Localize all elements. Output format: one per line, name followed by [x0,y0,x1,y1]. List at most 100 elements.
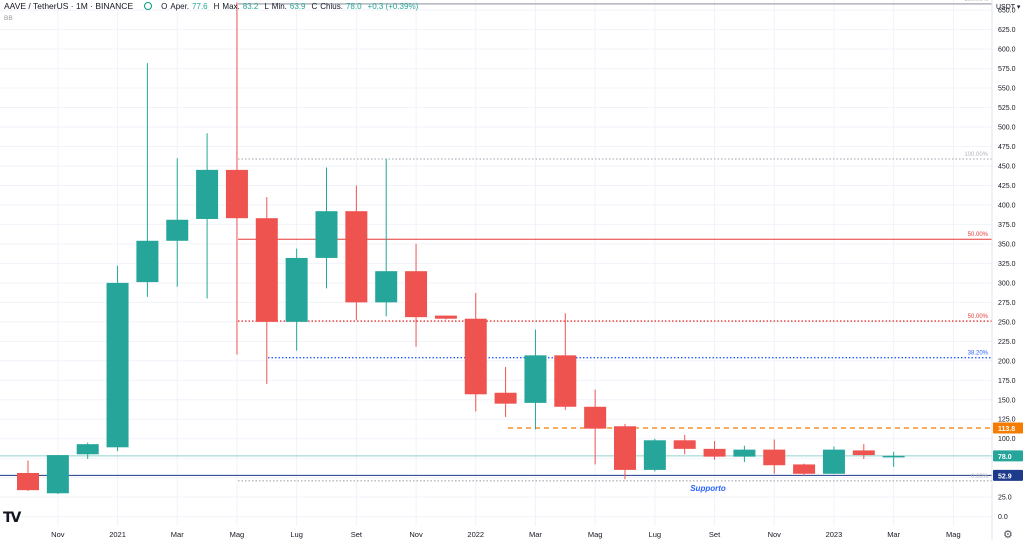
x-tick-label: 2023 [826,530,843,539]
candle-body [405,271,428,318]
candle-body [196,169,219,219]
candle-body [166,219,189,241]
fib-level-label: 50.00% [968,314,989,320]
price-badge-label: 52.9 [998,473,1012,480]
candle-body [882,455,905,458]
fib-level-label: 50.00% [968,232,989,238]
y-tick-label: 625.0 [998,27,1016,34]
candle-body [76,444,99,455]
y-tick-label: 425.0 [998,183,1016,190]
price-axis-bg [992,0,1024,540]
x-tick-label: Mag [588,530,603,539]
candle-body [643,440,666,470]
x-tick-label: Nov [409,530,423,539]
x-tick-label: Set [351,530,363,539]
y-tick-label: 175.0 [998,378,1016,385]
y-tick-label: 250.0 [998,319,1016,326]
gear-icon[interactable]: ⚙ [1003,529,1013,541]
fib-level-label: 38.20% [968,351,989,357]
tradingview-logo-icon[interactable]: TV [3,510,21,526]
candle-body [584,406,607,429]
candle-body [464,318,487,395]
candle-body [225,169,248,219]
x-tick-label: Lug [649,530,662,539]
chart-header: AAVE / TetherUS · 1M · BINANCE O Aper. 7… [4,1,421,11]
ohlc-close-value: 78.0 [345,1,362,11]
x-tick-label: Nov [51,530,65,539]
fib-level-label: 100.00% [964,0,988,3]
y-tick-label: 475.0 [998,144,1016,151]
candle-body [285,257,308,322]
candle-body [255,218,278,322]
x-tick-label: Set [709,530,721,539]
candle-body [345,211,368,303]
x-tick-label: Lug [290,530,303,539]
y-tick-label: 350.0 [998,241,1016,248]
y-tick-label: 550.0 [998,86,1016,93]
candle-body [822,449,845,474]
y-tick-label: 400.0 [998,202,1016,209]
y-tick-label: 0.0 [998,514,1008,521]
axis-unit-label: USDT ▾ [996,4,1021,11]
ohlc-low-letter: L [264,1,269,11]
candle-body [106,282,129,448]
y-tick-label: 100.0 [998,436,1016,443]
y-tick-label: 650.0 [998,8,1016,15]
y-tick-label: 125.0 [998,417,1016,424]
y-tick-label: 525.0 [998,105,1016,112]
ohlc-open-value: 77.6 [192,1,208,11]
ohlc-open-label: Aper. [170,1,190,11]
y-tick-label: 300.0 [998,280,1016,287]
fib-level-label: 100.00% [964,152,988,158]
ohlc-change-value: +0.3 (+0.39%) [367,1,419,11]
y-tick-label: 200.0 [998,358,1016,365]
y-tick-label: 225.0 [998,339,1016,346]
y-tick-label: 500.0 [998,125,1016,132]
candle-body [793,464,816,474]
y-tick-label: 325.0 [998,261,1016,268]
support-annotation: Supporto [690,484,726,493]
x-tick-label: Mar [171,530,184,539]
market-status-icon [144,2,153,10]
y-tick-label: 450.0 [998,163,1016,170]
y-tick-label: 275.0 [998,300,1016,307]
candle-body [733,449,756,457]
ohlc-low-value: 63.9 [289,1,306,11]
y-tick-label: 375.0 [998,222,1016,229]
x-tick-label: 2021 [109,530,126,539]
ohlc-close-label: Chius. [320,1,343,11]
candle-body [434,315,457,319]
y-tick-label: 600.0 [998,47,1016,54]
candle-body [614,426,636,470]
price-badge-label: 78.0 [998,454,1012,461]
x-tick-label: Mar [887,530,900,539]
x-tick-label: Mag [946,530,961,539]
price-badge-label: 113.8 [998,426,1015,433]
price-badge [993,422,1023,434]
candle-body [136,240,159,283]
candle-body [315,211,338,258]
x-tick-label: Mag [230,530,245,539]
x-tick-label: Mar [529,530,542,539]
candle-body [46,455,69,494]
ohlc-open-letter: O [161,1,168,11]
x-tick-label: Nov [768,530,782,539]
indicator-label[interactable]: BB [4,15,13,22]
candle-body [703,448,726,457]
ohlc-low-label: Min. [271,1,287,11]
ohlc-high-value: 83.2 [242,1,259,11]
ohlc-high-letter: H [213,1,220,11]
candle-body [763,449,786,466]
candle-body [673,440,696,449]
candle-body [17,473,39,491]
y-tick-label: 25.0 [998,495,1012,502]
price-badge [993,469,1023,481]
symbol-title[interactable]: AAVE / TetherUS · 1M · BINANCE [4,1,134,11]
candle-body [494,392,517,404]
y-tick-label: 575.0 [998,66,1016,73]
fib-level-label: 0.00% [971,474,989,480]
x-tick-label: 2022 [467,530,484,539]
y-tick-label: 150.0 [998,397,1016,404]
